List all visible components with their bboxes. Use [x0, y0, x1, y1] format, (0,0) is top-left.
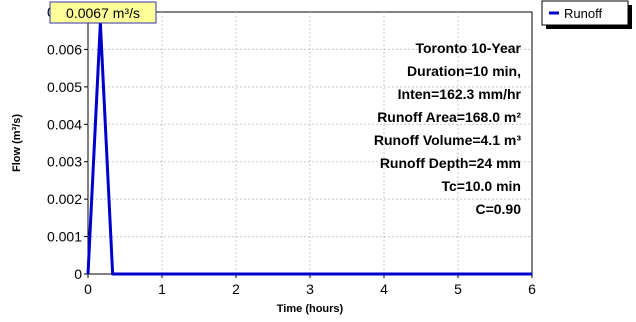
- y-tick-label: 0.006: [47, 41, 82, 57]
- annotation-line: Runoff Volume=4.1 m³: [374, 132, 521, 148]
- series-line-runoff: [86, 21, 532, 276]
- peak-label: 0.0067 m³/s: [49, 1, 157, 24]
- y-axis-title: Flow (m³/s): [11, 114, 23, 172]
- annotation-line: C=0.90: [475, 201, 521, 217]
- grid-lines: [88, 12, 532, 274]
- x-axis-ticks: 0 1 2 3 4 5 6: [84, 274, 536, 297]
- x-tick-label: 5: [454, 281, 462, 297]
- x-tick-label: 2: [232, 281, 240, 297]
- legend-label-runoff: Runoff: [564, 6, 602, 21]
- peak-label-text: 0.0067 m³/s: [66, 5, 140, 21]
- annotation-line: Tc=10.0 min: [441, 178, 521, 194]
- annotation-line: Runoff Area=168.0 m²: [377, 109, 521, 125]
- y-tick-label: 0.003: [47, 154, 82, 170]
- annotation-line: Duration=10 min,: [407, 63, 521, 79]
- y-tick-label: 0.002: [47, 191, 82, 207]
- x-tick-label: 4: [380, 281, 388, 297]
- x-tick-label: 0: [84, 281, 92, 297]
- annotation-block: Toronto 10-Year Duration=10 min, Inten=162…: [374, 40, 522, 217]
- annotation-line: Inten=162.3 mm/hr: [398, 86, 522, 102]
- series-group: [86, 21, 532, 276]
- x-tick-label: 3: [306, 281, 314, 297]
- annotation-line: Runoff Depth=24 mm: [380, 155, 521, 171]
- x-tick-label: 6: [528, 281, 536, 297]
- y-tick-label: 0: [74, 266, 82, 282]
- y-tick-label: 0.005: [47, 79, 82, 95]
- x-tick-label: 1: [158, 281, 166, 297]
- legend: Runoff: [541, 0, 632, 29]
- plot-area: [87, 11, 533, 275]
- annotation-line: Toronto 10-Year: [415, 40, 521, 56]
- peak-label-box: [49, 1, 157, 24]
- y-tick-label: 0.004: [47, 116, 82, 132]
- x-axis-title: Time (hours): [277, 303, 344, 315]
- y-tick-label: 0.001: [47, 229, 82, 245]
